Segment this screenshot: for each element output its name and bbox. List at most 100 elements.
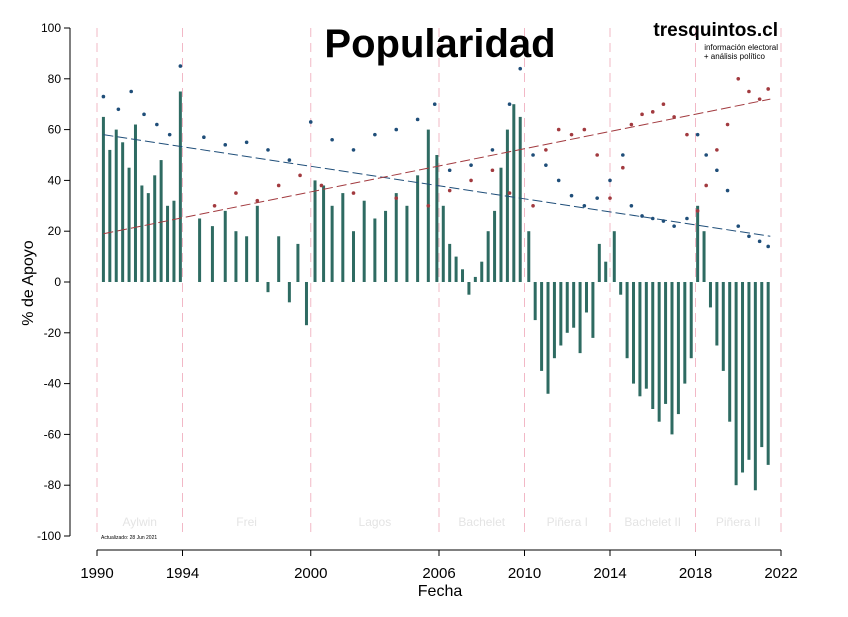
net-approval-bar [114,129,118,282]
net-approval-bar [591,282,595,338]
term-label: Bachelet II [624,515,681,529]
approval-point [308,120,313,124]
disapproval-point [544,148,548,152]
net-approval-bar [612,231,616,282]
y-tick-label: -60 [44,427,62,441]
axes: 100 80 60 40 20 0 -20 -40 -60 -80 -100 1990 1994 200… [37,21,798,582]
approval-point [507,102,512,106]
disapproval-point [725,122,730,127]
net-approval-bar [518,116,522,283]
net-approval-bar [638,282,642,397]
disapproval-point [695,209,700,213]
net-approval-bar [657,282,661,422]
disapproval-point [469,178,473,183]
net-approval-bar [486,231,490,282]
net-approval-bar [454,256,458,282]
disapproval-point [595,153,599,157]
net-approval-bar [753,282,757,491]
net-approval-bar [676,282,680,415]
net-approval-bar [245,236,249,282]
approval-point [266,148,270,152]
net-approval-bar [198,218,202,282]
net-approval-bar [619,282,623,295]
net-approval-bar [766,282,770,465]
approval-trend-line [103,134,771,237]
net-approval-bar [394,193,398,282]
net-approval-bar [101,116,105,283]
disapproval-point [747,89,751,94]
x-tick-label: 1990 [80,565,113,582]
net-approval-bar [689,282,693,359]
disapproval-point [569,132,574,137]
disapproval-point [629,122,634,127]
y-tick-label: 40 [48,173,62,187]
net-approval-bar [304,282,308,326]
net-approval-bar [384,210,388,282]
approval-point [608,178,612,183]
net-approval-bar [313,180,317,282]
x-tick-label: 2018 [679,565,712,582]
net-approval-bar [584,282,588,313]
net-approval-bar [159,160,163,282]
disapproval-point [490,168,495,173]
approval-point [766,244,770,249]
term-labels: Aylwin Frei Lagos Bachelet Piñera I Bachelet … [123,515,761,529]
approval-point [244,140,249,145]
net-approval-bar [416,175,420,282]
approval-point [351,148,356,152]
net-approval-bar [448,243,452,282]
x-tick-label: 2022 [764,565,797,582]
net-approval-bar [296,243,300,282]
approval-point [640,214,644,218]
net-approval-bar [721,282,725,371]
disapproval-point [234,191,238,195]
net-approval-bar [330,205,334,282]
net-approval-bar [715,282,719,346]
approval-point [490,148,495,152]
brand-tagline-line-2: + análisis político [704,52,766,61]
net-approval-bar [362,200,366,282]
brand-name: tresquintos.cl [653,20,778,41]
y-tick-label: -80 [44,478,62,492]
net-approval-bar [234,231,238,282]
net-approval-bar [702,231,706,282]
net-approval-bar [352,231,355,282]
approval-point [556,178,561,183]
x-tick-label: 1994 [166,565,199,582]
disapproval-point [531,204,535,208]
approval-point [531,153,535,157]
net-approval-bar [133,124,137,283]
y-axis-ticks: 100 80 60 40 20 0 -20 -40 -60 -80 -100 [37,21,70,543]
net-approval-bar [223,210,227,282]
net-approval-bar [625,282,629,359]
y-tick-label: 20 [48,224,62,238]
net-approval-bar [127,167,131,282]
y-tick-label: 100 [41,21,61,35]
term-label: Frei [236,515,257,529]
approval-point [469,163,473,167]
net-approval-bar [683,282,687,384]
approval-point [415,117,420,122]
approval-point [178,64,183,68]
net-approval-bar [341,193,345,282]
approval-point [223,143,228,147]
net-approval-bar [210,226,214,282]
net-approval-bar [670,282,674,435]
term-label: Aylwin [123,515,157,529]
approval-point [330,137,334,142]
disapproval-point [715,148,719,152]
net-approval-bar [322,185,326,282]
approval-point [672,224,676,228]
net-approval-bar [266,282,270,293]
net-approval-bar [565,282,569,333]
term-label: Lagos [359,515,392,529]
approval-point [287,158,292,162]
net-approval-bar [540,282,544,371]
approval-point [725,188,730,193]
net-approval-bar [505,129,509,282]
x-axis-label: Fecha [418,583,463,600]
net-approval-bar [734,282,738,486]
disapproval-point [212,204,217,208]
